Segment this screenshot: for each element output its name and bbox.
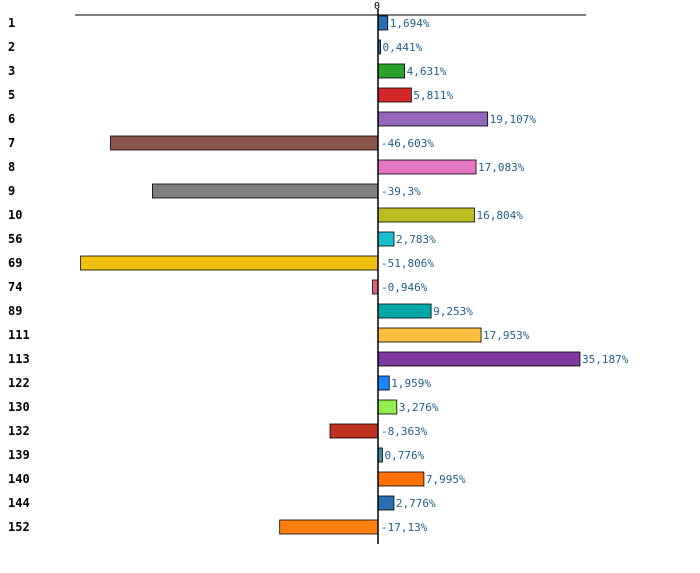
- bar: [377, 111, 489, 127]
- category-label: 8: [8, 160, 15, 174]
- bar: [377, 495, 395, 511]
- category-label: 111: [8, 328, 30, 342]
- bar: [377, 159, 477, 175]
- value-label: -17,13%: [381, 521, 428, 534]
- value-label: -8,363%: [381, 425, 428, 438]
- bar: [152, 183, 379, 199]
- category-label: 89: [8, 304, 22, 318]
- bars-group: 1 1,694% 2 0,441% 3 4,631% 5 5,811% 6 19,107% 7 -46…: [8, 15, 629, 535]
- value-label: 5,811%: [413, 89, 453, 102]
- category-label: 152: [8, 520, 30, 534]
- bar: [80, 255, 379, 271]
- value-label: 4,631%: [407, 65, 447, 78]
- value-label: 1,959%: [391, 377, 431, 390]
- bar: [377, 303, 432, 319]
- value-label: 17,953%: [483, 329, 530, 342]
- bar: [377, 15, 389, 31]
- value-label: 3,276%: [399, 401, 439, 414]
- category-label: 122: [8, 376, 30, 390]
- value-label: -39,3%: [381, 185, 421, 198]
- value-label: 16,804%: [476, 209, 523, 222]
- category-label: 9: [8, 184, 15, 198]
- category-label: 132: [8, 424, 30, 438]
- category-label: 140: [8, 472, 30, 486]
- bar: [377, 327, 482, 343]
- bar: [377, 87, 412, 103]
- value-label: 7,995%: [426, 473, 466, 486]
- category-label: 144: [8, 496, 30, 510]
- bar: [377, 351, 581, 367]
- value-label: -51,806%: [381, 257, 434, 270]
- value-label: 9,253%: [433, 305, 473, 318]
- value-label: 1,694%: [390, 17, 430, 30]
- category-label: 74: [8, 280, 22, 294]
- bar: [329, 423, 379, 439]
- bar: [377, 231, 395, 247]
- bar: [377, 207, 475, 223]
- category-label: 69: [8, 256, 22, 270]
- category-label: 139: [8, 448, 30, 462]
- bar: [110, 135, 379, 151]
- category-label: 10: [8, 208, 22, 222]
- bar: [279, 519, 379, 535]
- bar: [377, 471, 425, 487]
- value-label: 0,441%: [383, 41, 423, 54]
- bar: [377, 63, 405, 79]
- bar: [377, 399, 398, 415]
- value-label: 35,187%: [582, 353, 629, 366]
- category-label: 7: [8, 136, 15, 150]
- category-label: 6: [8, 112, 15, 126]
- value-label: -46,603%: [381, 137, 434, 150]
- category-label: 2: [8, 40, 15, 54]
- bar: [377, 375, 390, 391]
- category-label: 56: [8, 232, 22, 246]
- zero-tick-label: 0: [374, 1, 380, 12]
- category-label: 130: [8, 400, 30, 414]
- value-label: 2,776%: [396, 497, 436, 510]
- category-label: 113: [8, 352, 30, 366]
- category-label: 5: [8, 88, 15, 102]
- value-label: -0,946%: [381, 281, 428, 294]
- value-label: 2,783%: [396, 233, 436, 246]
- category-label: 3: [8, 64, 15, 78]
- value-label: 17,083%: [478, 161, 525, 174]
- value-label: 0,776%: [384, 449, 424, 462]
- value-label: 19,107%: [490, 113, 537, 126]
- bar: [372, 279, 379, 295]
- category-label: 1: [8, 16, 15, 30]
